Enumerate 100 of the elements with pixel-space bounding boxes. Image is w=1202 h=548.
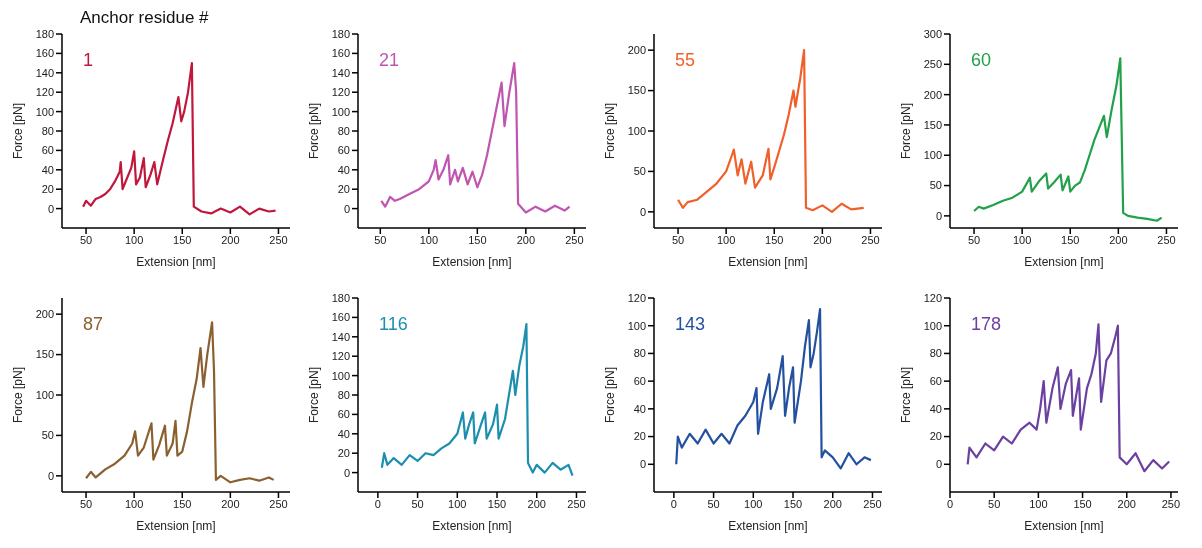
y-tick-label: 150 bbox=[923, 118, 942, 131]
y-tick-label: 100 bbox=[923, 149, 942, 162]
y-tick-label: 0 bbox=[935, 458, 942, 471]
y-tick-label: 100 bbox=[923, 319, 942, 332]
text: 143 bbox=[675, 314, 706, 335]
x-tick-label: 250 bbox=[1161, 497, 1181, 510]
x-axis-title: Extension [nm] bbox=[136, 519, 216, 533]
text: 1 bbox=[83, 50, 94, 71]
y-tick-label: 200 bbox=[627, 44, 646, 57]
y-tick-label: 50 bbox=[929, 179, 942, 192]
y-tick-label: 140 bbox=[331, 330, 350, 343]
x-tick-label: 150 bbox=[765, 233, 784, 246]
y-tick-label: 120 bbox=[35, 86, 54, 99]
x-axis-title: Extension [nm] bbox=[1024, 519, 1104, 533]
y-tick-label: 120 bbox=[627, 291, 646, 304]
x-tick-label: 250 bbox=[269, 497, 288, 510]
y-tick-label: 0 bbox=[47, 202, 54, 215]
y-tick-label: 60 bbox=[929, 375, 942, 388]
x-tick-label: 50 bbox=[671, 233, 685, 246]
text: 116 bbox=[379, 314, 408, 335]
x-axis-title: Extension [nm] bbox=[432, 255, 512, 269]
x-tick-label: 250 bbox=[863, 497, 882, 510]
text: 87 bbox=[83, 314, 104, 335]
x-tick-label: 100 bbox=[744, 497, 763, 510]
x-tick-label: 50 bbox=[79, 233, 93, 246]
y-tick-label: 20 bbox=[337, 183, 350, 196]
x-tick-label: 100 bbox=[124, 497, 144, 510]
y-tick-label: 20 bbox=[633, 430, 646, 443]
y-tick-label: 100 bbox=[331, 369, 350, 382]
x-axis-title: Extension [nm] bbox=[728, 255, 808, 269]
text: 60 bbox=[971, 50, 992, 71]
x-tick-label: 150 bbox=[468, 233, 487, 246]
x-tick-label: 200 bbox=[1117, 497, 1136, 510]
x-tick-label: 200 bbox=[221, 233, 240, 246]
y-tick-label: 80 bbox=[929, 347, 942, 360]
y-axis-title: Force [pN] bbox=[11, 366, 26, 424]
x-tick-label: 100 bbox=[1029, 497, 1048, 510]
text: 55 bbox=[675, 50, 696, 71]
x-tick-label: 200 bbox=[1109, 233, 1128, 246]
y-tick-label: 100 bbox=[35, 388, 54, 401]
y-tick-label: 100 bbox=[35, 105, 54, 118]
y-tick-label: 40 bbox=[337, 427, 350, 440]
x-tick-label: 200 bbox=[823, 497, 842, 510]
line-series bbox=[675, 307, 872, 470]
x-axis-title: Extension [nm] bbox=[1024, 255, 1104, 269]
x-tick-label: 100 bbox=[448, 497, 467, 510]
y-tick-label: 180 bbox=[331, 291, 350, 304]
x-tick-label: 250 bbox=[269, 233, 288, 246]
y-tick-label: 180 bbox=[331, 27, 350, 40]
y-axis-title: Force [pN] bbox=[899, 366, 914, 424]
y-tick-label: 80 bbox=[41, 124, 54, 137]
y-tick-label: 0 bbox=[639, 458, 646, 471]
y-tick-label: 100 bbox=[627, 124, 646, 137]
y-tick-label: 0 bbox=[343, 466, 350, 479]
y-tick-label: 40 bbox=[41, 163, 54, 176]
y-tick-label: 40 bbox=[337, 163, 350, 176]
y-tick-label: 160 bbox=[35, 47, 54, 60]
y-tick-label: 100 bbox=[331, 105, 350, 118]
text: 21 bbox=[379, 50, 400, 71]
y-tick-label: 160 bbox=[331, 47, 350, 60]
x-tick-label: 200 bbox=[813, 233, 832, 246]
x-tick-label: 50 bbox=[988, 497, 1001, 510]
y-tick-label: 20 bbox=[337, 447, 350, 460]
x-tick-label: 50 bbox=[79, 497, 93, 510]
x-tick-label: 50 bbox=[374, 233, 387, 246]
x-tick-label: 200 bbox=[527, 497, 546, 510]
line-series bbox=[676, 49, 865, 213]
y-tick-label: 150 bbox=[35, 348, 54, 361]
y-tick-label: 250 bbox=[923, 58, 942, 71]
x-tick-label: 150 bbox=[173, 497, 192, 510]
x-tick-label: 0 bbox=[374, 497, 381, 510]
y-axis-title: Force [pN] bbox=[603, 366, 618, 424]
x-tick-label: 50 bbox=[967, 233, 981, 246]
y-tick-label: 60 bbox=[633, 375, 646, 388]
x-tick-label: 250 bbox=[567, 497, 586, 510]
x-axis-title: Extension [nm] bbox=[728, 519, 808, 533]
y-tick-label: 300 bbox=[923, 27, 942, 40]
y-axis-title: Force [pN] bbox=[899, 102, 914, 160]
y-axis-title: Force [pN] bbox=[307, 366, 322, 424]
y-tick-label: 40 bbox=[633, 402, 646, 415]
y-tick-label: 80 bbox=[633, 347, 646, 360]
x-tick-label: 0 bbox=[946, 497, 954, 510]
x-tick-label: 200 bbox=[221, 497, 240, 510]
x-tick-label: 250 bbox=[861, 233, 880, 246]
x-axis-title: Extension [nm] bbox=[432, 519, 512, 533]
x-tick-label: 100 bbox=[124, 233, 144, 246]
y-tick-label: 80 bbox=[337, 388, 350, 401]
y-tick-label: 120 bbox=[923, 291, 942, 304]
y-tick-label: 160 bbox=[331, 311, 350, 324]
y-tick-label: 140 bbox=[331, 66, 350, 79]
y-tick-label: 200 bbox=[923, 88, 942, 101]
y-tick-label: 100 bbox=[627, 319, 646, 332]
x-tick-label: 50 bbox=[707, 497, 720, 510]
y-tick-label: 60 bbox=[337, 144, 350, 157]
x-tick-label: 50 bbox=[411, 497, 424, 510]
x-tick-label: 150 bbox=[1073, 497, 1092, 510]
y-tick-label: 0 bbox=[343, 202, 350, 215]
y-tick-label: 180 bbox=[35, 27, 54, 40]
x-tick-label: 0 bbox=[670, 497, 677, 510]
x-tick-label: 100 bbox=[716, 233, 736, 246]
